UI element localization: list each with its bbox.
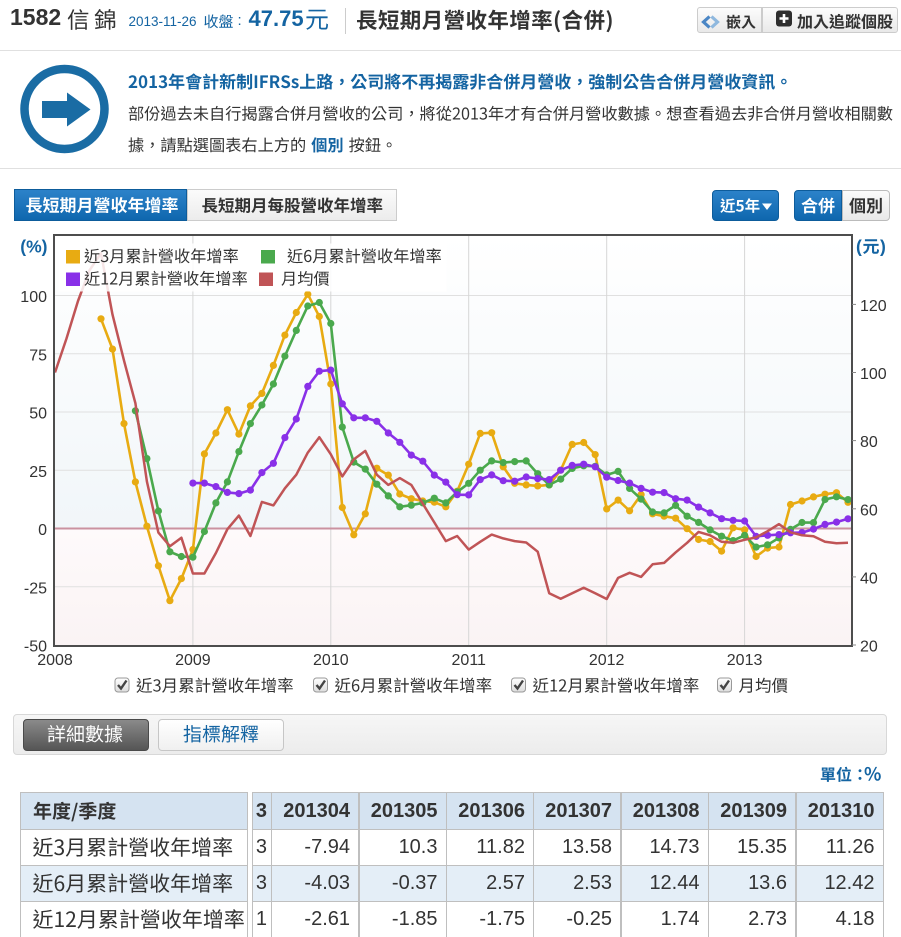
svg-text:20: 20 (860, 639, 878, 656)
svg-text:75: 75 (29, 347, 47, 364)
svg-text:0: 0 (38, 522, 47, 539)
svg-text:2013: 2013 (727, 652, 763, 669)
svg-text:2010: 2010 (313, 652, 349, 669)
svg-text:100: 100 (20, 289, 47, 306)
svg-text:-25: -25 (24, 580, 47, 597)
svg-text:50: 50 (29, 406, 47, 423)
svg-text:2011: 2011 (452, 652, 487, 669)
svg-text:2009: 2009 (175, 652, 211, 669)
svg-text:2012: 2012 (589, 652, 625, 669)
svg-text:40: 40 (860, 570, 878, 587)
svg-text:2008: 2008 (37, 652, 73, 669)
svg-text:(: ( (856, 237, 862, 257)
svg-text:-50: -50 (24, 639, 47, 656)
svg-text:): ) (880, 237, 886, 257)
svg-text:60: 60 (860, 502, 878, 519)
svg-text:25: 25 (29, 464, 47, 481)
svg-text:100: 100 (860, 366, 887, 383)
svg-text:120: 120 (860, 298, 887, 315)
svg-text:80: 80 (860, 434, 878, 451)
svg-text:(%): (%) (20, 237, 47, 257)
